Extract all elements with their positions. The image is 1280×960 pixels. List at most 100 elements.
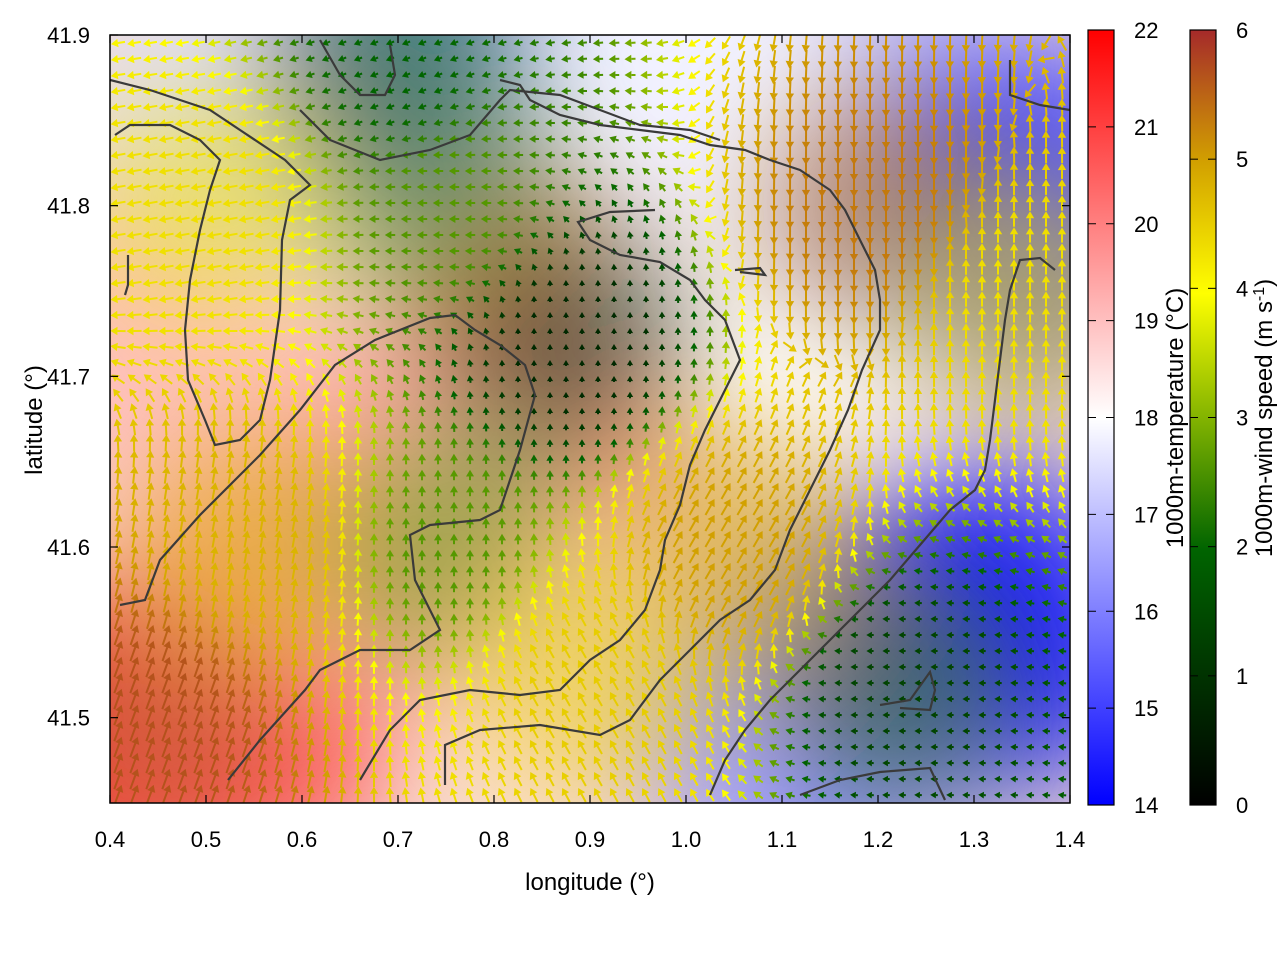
wind-arrow-head bbox=[176, 373, 185, 382]
wind-arrow-shaft bbox=[197, 168, 206, 173]
wind-arrow-head bbox=[705, 56, 713, 65]
wind-arrow-shaft bbox=[885, 522, 890, 530]
wind-arrow-shaft bbox=[662, 138, 668, 142]
wind-arrow-shaft bbox=[214, 56, 221, 60]
wind-arrow-shaft bbox=[340, 522, 344, 531]
wind-arrow-shaft bbox=[932, 426, 936, 435]
wind-arrow-head bbox=[482, 676, 490, 685]
wind-arrow-shaft bbox=[834, 473, 840, 484]
wind-arrow-head bbox=[531, 263, 538, 270]
wind-arrow-head bbox=[1041, 146, 1051, 154]
wind-arrow-shaft bbox=[709, 234, 716, 240]
wind-arrow-head bbox=[130, 577, 139, 586]
wind-arrow-shaft bbox=[721, 425, 728, 435]
wind-arrow-head bbox=[433, 55, 441, 62]
wind-arrow-shaft bbox=[229, 264, 238, 269]
wind-arrow-head bbox=[191, 54, 199, 64]
wind-arrow-shaft bbox=[229, 104, 238, 108]
wind-arrow-shaft bbox=[180, 393, 187, 403]
wind-arrow-shaft bbox=[194, 616, 200, 629]
wind-arrow-head bbox=[803, 531, 811, 540]
wind-arrow-head bbox=[142, 70, 151, 80]
wind-arrow-head bbox=[194, 530, 203, 538]
wind-arrow-head bbox=[785, 285, 795, 293]
wind-arrow-head bbox=[961, 226, 971, 234]
wind-arrow-head bbox=[513, 660, 522, 669]
wind-arrow-head bbox=[177, 434, 187, 442]
wind-arrow-head bbox=[322, 627, 331, 635]
wind-arrow-head bbox=[929, 322, 939, 330]
wind-arrow-head bbox=[131, 688, 140, 697]
wind-arrow-head bbox=[161, 418, 171, 426]
wind-arrow-shaft bbox=[834, 505, 840, 516]
wind-arrow-shaft bbox=[243, 473, 248, 484]
wind-arrow-head bbox=[785, 663, 794, 672]
wind-arrow-head bbox=[258, 657, 267, 666]
wind-arrow-head bbox=[130, 593, 139, 602]
wind-arrow-shaft bbox=[213, 120, 222, 125]
wind-arrow-head bbox=[416, 263, 424, 271]
wind-arrow-head bbox=[206, 86, 215, 96]
wind-arrow-shaft bbox=[805, 618, 809, 627]
wind-arrow-head bbox=[913, 285, 923, 293]
wind-arrow-head bbox=[690, 262, 698, 269]
wind-arrow-head bbox=[258, 578, 267, 586]
wind-arrow-shaft bbox=[851, 522, 856, 531]
wind-arrow-head bbox=[433, 39, 441, 46]
wind-arrow-head bbox=[238, 183, 247, 192]
wind-arrow-head bbox=[450, 581, 458, 589]
wind-arrow-head bbox=[385, 501, 395, 509]
wind-arrow-shaft bbox=[1044, 73, 1050, 84]
wind-arrow-head bbox=[1010, 485, 1018, 494]
wind-arrow-head bbox=[385, 469, 395, 477]
wind-arrow-shaft bbox=[163, 568, 168, 580]
wind-arrow-head bbox=[337, 103, 345, 110]
wind-arrow-head bbox=[546, 392, 554, 398]
wind-arrow-shaft bbox=[567, 170, 571, 174]
wind-arrow-shaft bbox=[949, 426, 952, 435]
wind-arrow-shaft bbox=[262, 72, 269, 76]
wind-arrow-head bbox=[1057, 387, 1067, 395]
wind-arrow-head bbox=[337, 87, 345, 94]
wind-arrow-head bbox=[352, 295, 360, 304]
wind-arrow-head bbox=[338, 388, 347, 397]
wind-arrow-head bbox=[417, 39, 425, 46]
wind-arrow-shaft bbox=[275, 569, 280, 580]
wind-arrow-shaft bbox=[673, 584, 680, 596]
wind-arrow-head bbox=[306, 626, 315, 635]
wind-arrow-shaft bbox=[817, 489, 824, 500]
wind-arrow-head bbox=[1025, 567, 1033, 576]
wind-arrow-head bbox=[370, 358, 378, 367]
wind-arrow-head bbox=[529, 549, 539, 557]
wind-arrow-head bbox=[146, 450, 155, 458]
wind-arrow-shaft bbox=[720, 600, 728, 612]
wind-arrow-head bbox=[753, 299, 763, 307]
wind-arrow-head bbox=[385, 135, 393, 143]
wind-arrow-head bbox=[322, 578, 331, 587]
wind-arrow-head bbox=[627, 215, 634, 222]
wind-arrow-shaft bbox=[260, 425, 264, 436]
wind-arrow-head bbox=[258, 594, 267, 602]
wind-arrow-head bbox=[482, 407, 490, 413]
wind-arrow-head bbox=[608, 54, 616, 63]
wind-arrow-shaft bbox=[678, 55, 685, 60]
wind-arrow-head bbox=[384, 167, 392, 175]
wind-arrow-head bbox=[159, 54, 167, 64]
wind-arrow-head bbox=[579, 360, 585, 366]
wind-arrow-head bbox=[817, 579, 827, 587]
wind-arrow-head bbox=[481, 103, 489, 111]
wind-arrow-shaft bbox=[149, 152, 158, 157]
wind-arrow-head bbox=[530, 454, 538, 461]
wind-arrow-shaft bbox=[503, 56, 507, 60]
wind-arrow-head bbox=[818, 387, 827, 396]
wind-arrow-head bbox=[174, 215, 183, 224]
wind-arrow-head bbox=[272, 102, 280, 111]
wind-arrow-head bbox=[1025, 307, 1035, 315]
wind-arrow-head bbox=[642, 295, 650, 302]
wind-arrow-head bbox=[110, 246, 119, 256]
wind-arrow-shaft bbox=[790, 682, 796, 687]
wind-arrow-head bbox=[529, 533, 539, 541]
wind-arrow-head bbox=[881, 534, 890, 543]
wind-arrow-head bbox=[961, 520, 970, 528]
wind-arrow-head bbox=[1041, 567, 1049, 576]
